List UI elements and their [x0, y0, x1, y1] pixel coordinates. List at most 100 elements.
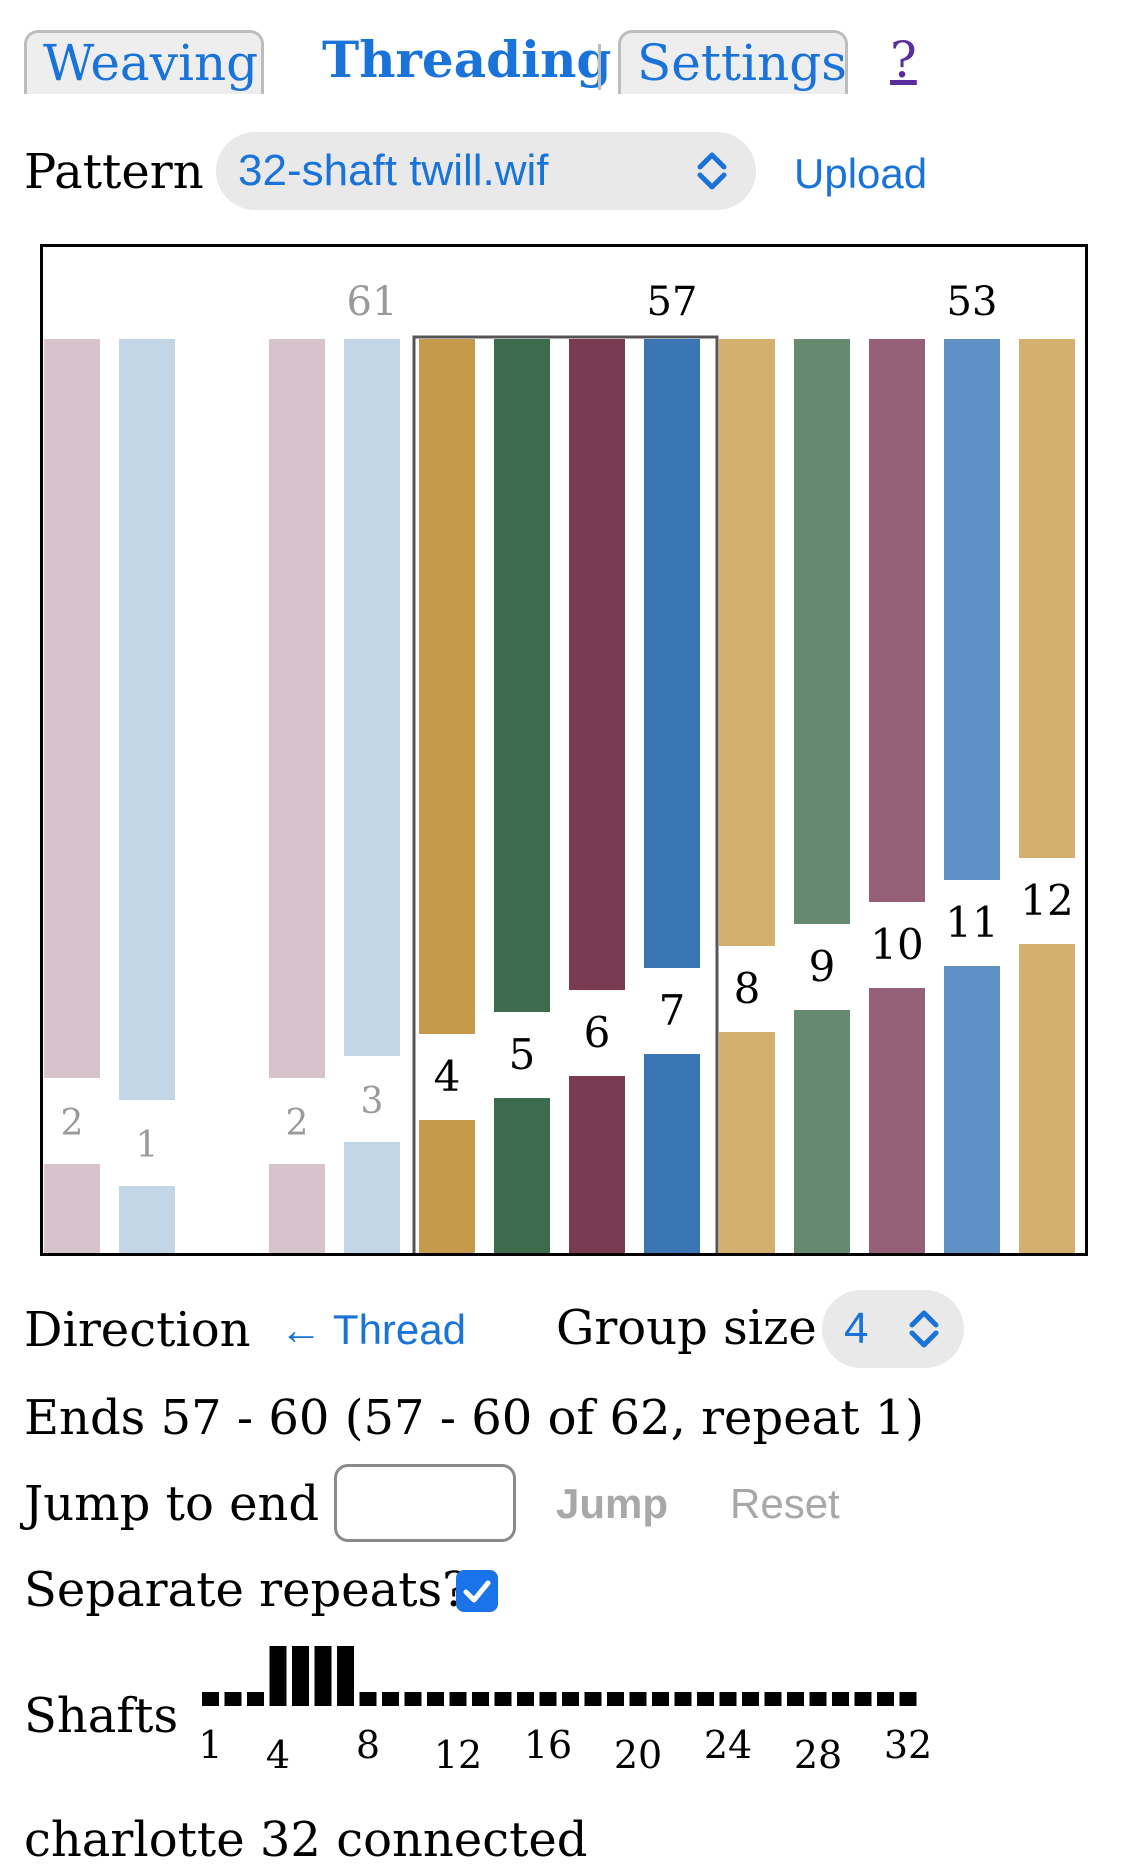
pattern-label: Pattern	[24, 144, 204, 200]
shaft-lowered	[697, 1692, 714, 1706]
group-size-select[interactable]: 4	[822, 1290, 964, 1368]
tab-weaving[interactable]: Weaving	[24, 30, 264, 94]
thread-shaft-label: 6	[584, 1008, 611, 1057]
help-link[interactable]: ?	[890, 31, 917, 89]
shaft-lowered	[629, 1692, 647, 1706]
ends-status: Ends 57 - 60 (57 - 60 of 62, repeat 1)	[24, 1390, 925, 1446]
thread-bar-lower	[869, 988, 925, 1253]
shaft-lowered	[854, 1692, 872, 1706]
shaft-tick-label: 20	[614, 1733, 662, 1777]
shaft-lowered	[764, 1692, 782, 1706]
chevron-updown-icon	[697, 152, 727, 190]
chevron-updown-icon	[909, 1310, 939, 1348]
shaft-lowered	[562, 1692, 579, 1706]
thread-shaft-label: 2	[286, 1103, 309, 1144]
group-size-label: Group size	[556, 1300, 817, 1356]
thread-bar-lower	[944, 966, 1000, 1253]
thread-bar-upper	[569, 339, 625, 990]
thread-bar-upper	[269, 339, 325, 1078]
thread-bar-lower	[719, 1032, 775, 1253]
shaft-lowered	[472, 1692, 489, 1706]
thread-bar-lower	[119, 1186, 175, 1253]
shaft-lowered	[539, 1692, 557, 1706]
shaft-lowered	[877, 1692, 894, 1706]
shaft-lowered	[449, 1692, 467, 1706]
end-number-label: 57	[647, 279, 698, 325]
thread-bar-upper	[869, 339, 925, 902]
current-group-highlight	[412, 335, 719, 1253]
thread-bar-lower	[269, 1164, 325, 1253]
shaft-tick-label: 32	[884, 1723, 932, 1767]
jump-label: Jump to end	[24, 1476, 320, 1532]
thread-bar-lower	[569, 1076, 625, 1253]
shaft-lowered	[607, 1692, 624, 1706]
shaft-tick-label: 16	[524, 1723, 572, 1767]
jump-button[interactable]: Jump	[556, 1480, 669, 1527]
shaft-lowered	[247, 1692, 264, 1706]
upload-link[interactable]: Upload	[794, 150, 928, 197]
shaft-lowered	[899, 1692, 917, 1706]
shaft-lowered	[517, 1692, 534, 1706]
thread-bar-lower	[794, 1010, 850, 1253]
thread-shaft-label: 1	[136, 1125, 159, 1166]
end-number-label: 61	[347, 279, 398, 325]
thread-bar-lower	[494, 1098, 550, 1253]
tab-threading[interactable]: Threading	[322, 30, 612, 89]
thread-bar-lower	[419, 1120, 475, 1253]
separate-repeats-checkbox[interactable]	[456, 1570, 498, 1612]
shaft-lowered	[427, 1692, 444, 1706]
shaft-lowered	[494, 1692, 512, 1706]
shaft-lowered	[674, 1692, 692, 1706]
shaft-raised	[314, 1646, 332, 1706]
thread-bar-upper	[44, 339, 100, 1078]
thread-shaft-label: 7	[659, 986, 686, 1035]
direction-label: Direction	[24, 1302, 251, 1358]
reset-button[interactable]: Reset	[730, 1480, 840, 1527]
thread-bar-lower	[44, 1164, 100, 1253]
shaft-tick-label: 4	[266, 1733, 290, 1777]
checkmark-icon	[463, 1580, 491, 1603]
shaft-lowered	[787, 1692, 804, 1706]
shaft-lowered	[719, 1692, 737, 1706]
connection-status: charlotte 32 connected	[24, 1812, 588, 1868]
shaft-raised	[269, 1646, 287, 1706]
shaft-lowered	[584, 1692, 602, 1706]
end-number-label: 53	[947, 279, 998, 325]
jump-input[interactable]	[334, 1464, 516, 1542]
thread-bar-upper	[644, 339, 700, 968]
thread-shaft-label: 2	[61, 1103, 84, 1144]
shaft-tick-label: 12	[434, 1733, 482, 1777]
thread-shaft-label: 8	[734, 964, 761, 1013]
shaft-lowered	[652, 1692, 669, 1706]
shafts-indicator: 1 4 8 12 16 20 24 28 32	[198, 1646, 932, 1777]
shaft-tick-label: 28	[794, 1733, 842, 1777]
shaft-lowered	[809, 1692, 827, 1706]
tab-divider	[598, 44, 601, 90]
thread-shaft-label: 4	[434, 1052, 461, 1101]
thread-shaft-label: 10	[870, 920, 923, 969]
pattern-select[interactable]: 32-shaft twill.wif	[216, 132, 756, 210]
thread-bar-upper	[119, 339, 175, 1100]
thread-shaft-label: 12	[1020, 876, 1073, 925]
direction-toggle[interactable]: ← Thread	[280, 1306, 466, 1353]
shaft-tick-label: 8	[356, 1723, 380, 1767]
shaft-lowered	[832, 1692, 849, 1706]
pattern-select-value: 32-shaft twill.wif	[238, 146, 549, 195]
shaft-lowered	[382, 1692, 399, 1706]
tab-settings[interactable]: Settings	[618, 30, 848, 94]
shaft-lowered	[359, 1692, 377, 1706]
separate-repeats-label: Separate repeats?	[24, 1562, 468, 1618]
group-size-value: 4	[844, 1304, 869, 1353]
shaft-tick-label: 1	[198, 1723, 222, 1767]
thread-bar-lower	[644, 1054, 700, 1253]
thread-bar-upper	[794, 339, 850, 924]
shaft-lowered	[224, 1692, 242, 1706]
shaft-lowered	[202, 1692, 219, 1706]
shafts-label: Shafts	[24, 1688, 179, 1744]
shaft-raised	[292, 1646, 309, 1706]
thread-bar-lower	[344, 1142, 400, 1253]
thread-bar-upper	[344, 339, 400, 1056]
thread-bar-upper	[419, 339, 475, 1034]
thread-bar-upper	[1019, 339, 1075, 858]
